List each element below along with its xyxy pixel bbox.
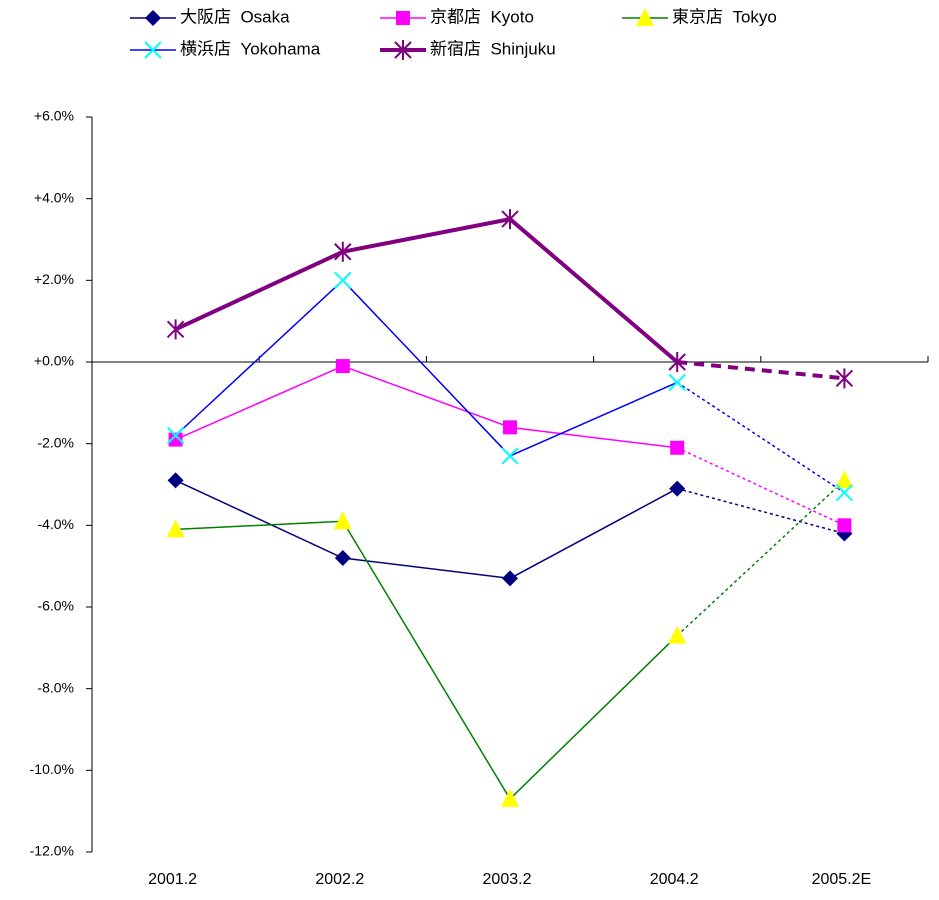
- point: [334, 241, 352, 262]
- legend-marker: [636, 8, 654, 26]
- y-tick-label: -4.0%: [37, 516, 74, 532]
- legend-label: 大阪店 Osaka: [180, 7, 290, 26]
- x-tick-label: 2001.2: [148, 871, 197, 888]
- projected-line: [677, 487, 845, 535]
- point: [668, 352, 686, 372]
- projected-line: [676, 381, 845, 494]
- projected-line: [676, 479, 845, 637]
- point: [502, 570, 518, 587]
- series-line: [174, 216, 679, 364]
- point: [670, 440, 685, 455]
- point: [669, 480, 686, 497]
- series-line: [175, 365, 678, 449]
- point: [167, 472, 184, 489]
- legend-label: 京都店 Kyoto: [430, 7, 534, 26]
- y-tick-label: -6.0%: [37, 598, 74, 614]
- series-line: [175, 279, 678, 457]
- point: [334, 271, 352, 290]
- point: [166, 426, 185, 445]
- point: [168, 432, 183, 447]
- legend-marker: [394, 40, 412, 60]
- point: [501, 209, 519, 230]
- legend-marker: [145, 10, 161, 26]
- x-tick-label: 2003.2: [483, 871, 532, 888]
- y-tick-label: +0.0%: [34, 353, 74, 369]
- projected-line: [676, 447, 845, 527]
- y-tick-label: -2.0%: [37, 434, 74, 450]
- x-tick-label: 2002.2: [315, 871, 364, 888]
- x-tick-label: 2004.2: [650, 871, 699, 888]
- point: [835, 483, 854, 502]
- point: [837, 518, 852, 533]
- series-line: [175, 520, 678, 801]
- point: [333, 511, 352, 530]
- legend-label: 横浜店 Yokohama: [180, 39, 321, 58]
- projected-line: [677, 360, 845, 381]
- point: [335, 359, 350, 374]
- point: [501, 447, 519, 465]
- point: [835, 368, 854, 389]
- legend-marker: [396, 11, 410, 25]
- x-tick-label: 2005.2E: [812, 871, 872, 888]
- point: [835, 470, 854, 489]
- y-tick-label: +2.0%: [34, 271, 74, 287]
- y-tick-label: -12.0%: [30, 843, 74, 859]
- point: [503, 420, 517, 435]
- point: [668, 373, 686, 392]
- point: [668, 625, 687, 644]
- point: [334, 550, 351, 566]
- legend-marker: [144, 41, 162, 59]
- legend-label: 東京店 Tokyo: [672, 7, 777, 26]
- point: [166, 319, 185, 340]
- point: [501, 788, 519, 807]
- y-tick-label: -10.0%: [30, 761, 74, 777]
- series-line: [175, 479, 678, 580]
- legend-label: 新宿店 Shinjuku: [430, 39, 556, 58]
- y-tick-label: -8.0%: [37, 679, 74, 695]
- point: [166, 519, 185, 538]
- y-tick-label: +6.0%: [34, 108, 74, 124]
- y-tick-label: +4.0%: [34, 189, 74, 205]
